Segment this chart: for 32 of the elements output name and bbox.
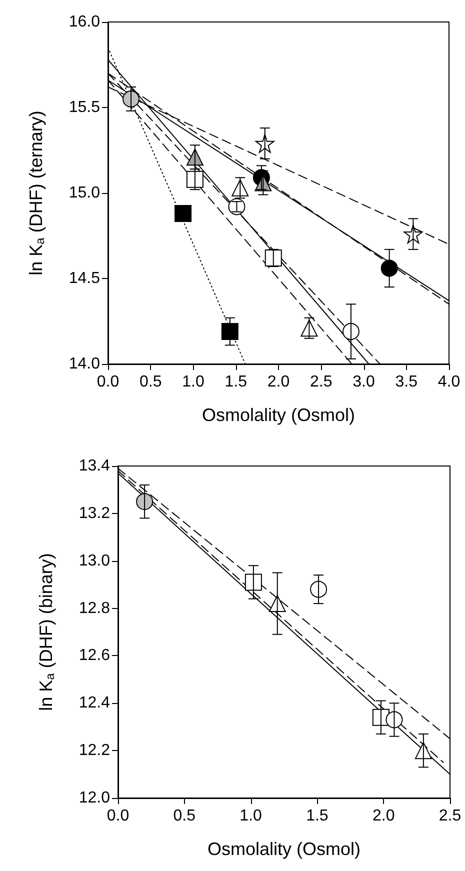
x-tick-label: 3.0 bbox=[352, 374, 375, 390]
y-tick-label: 12.6 bbox=[78, 647, 110, 664]
y-axis-title: ln Ka (DHF) (ternary) bbox=[26, 110, 47, 276]
x-tick-label: 0.5 bbox=[173, 808, 196, 824]
x-axis-title: Osmolality (Osmol) bbox=[207, 839, 361, 859]
x-tick-label: 1.0 bbox=[240, 808, 262, 824]
y-tick-label: 13.4 bbox=[78, 458, 110, 474]
x-axis-title: Osmolality (Osmol) bbox=[202, 405, 356, 425]
x-tick-label: 0.0 bbox=[96, 374, 120, 390]
x-tick-label: 2.0 bbox=[267, 374, 290, 390]
x-tick-label: 2.5 bbox=[310, 374, 332, 390]
y-tick-label: 16.0 bbox=[68, 14, 100, 30]
x-tick-label: 2.5 bbox=[438, 808, 462, 824]
y-tick-label: 13.0 bbox=[78, 552, 110, 570]
x-tick-label: 1.5 bbox=[306, 808, 328, 824]
y-axis-title: ln Ka (DHF) (binary) bbox=[36, 553, 57, 711]
y-tick-label: 14.0 bbox=[68, 356, 100, 372]
y-tick-label: 12.0 bbox=[78, 790, 110, 806]
x-tick-label: 1.0 bbox=[182, 374, 204, 390]
y-tick-label: 12.8 bbox=[78, 600, 110, 617]
x-tick-label: 4.0 bbox=[438, 374, 460, 390]
y-tick-label: 15.5 bbox=[68, 99, 100, 116]
y-tick-label: 14.5 bbox=[68, 270, 100, 287]
y-tick-label: 13.2 bbox=[78, 504, 110, 522]
x-tick-label: 3.5 bbox=[395, 374, 418, 390]
y-tick-label: 12.2 bbox=[78, 742, 110, 760]
y-tick-label: 15.0 bbox=[68, 184, 100, 202]
y-tick-label: 12.4 bbox=[78, 694, 110, 712]
x-tick-label: 0.5 bbox=[140, 374, 162, 390]
x-tick-label: 2.0 bbox=[372, 808, 395, 824]
x-tick-label: 0.0 bbox=[106, 808, 130, 824]
x-tick-label: 1.5 bbox=[224, 374, 248, 390]
